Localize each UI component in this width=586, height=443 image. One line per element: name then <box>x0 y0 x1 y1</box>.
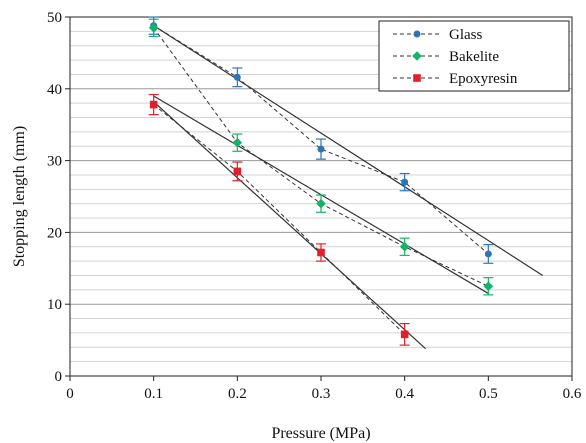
tick-labels: 0 0.1 0.2 0.3 0.4 0.5 0.6 0 10 20 30 40 50 <box>47 10 582 402</box>
data-point-epoxyresin <box>400 330 409 339</box>
data-point-bakelite <box>316 198 326 209</box>
data-point-epoxyresin <box>149 100 158 109</box>
data-point-glass <box>401 178 409 186</box>
legend-label-bakelite: Bakelite <box>449 49 499 65</box>
data-point-glass <box>317 145 325 153</box>
data-point-bakelite <box>399 241 410 252</box>
y-tick-label: 0 <box>55 369 63 385</box>
legend: Glass Bakelite Epoxyresin <box>378 20 570 92</box>
trend-line-glass <box>153 25 544 276</box>
series-line-epoxyresin <box>153 104 406 335</box>
data-point-bakelite <box>148 22 159 33</box>
x-tick-label: 0.3 <box>312 386 331 402</box>
x-tick-label: 0.1 <box>144 386 163 402</box>
trend-line-epoxyresin <box>153 101 426 350</box>
x-tick-label: 0.5 <box>479 386 498 402</box>
data-series <box>148 16 494 346</box>
legend-marker-glass <box>413 30 421 38</box>
data-point-bakelite <box>483 281 494 292</box>
y-tick-label: 40 <box>47 82 62 98</box>
legend-item-bakelite: Bakelite <box>393 49 499 65</box>
data-point-epoxyresin <box>233 167 242 176</box>
series-bakelite <box>148 18 494 296</box>
data-point-glass <box>484 250 492 258</box>
data-point-epoxyresin <box>317 248 325 257</box>
legend-item-glass: Glass <box>393 27 482 43</box>
x-tick-label: 0.4 <box>395 386 414 402</box>
x-axis-title: Pressure (MPa) <box>271 425 370 442</box>
y-axis-title: Stopping length (mm) <box>11 126 28 267</box>
series-line-glass <box>153 25 489 255</box>
data-point-glass <box>233 73 241 81</box>
data-point-bakelite <box>232 137 243 148</box>
legend-label-epoxyresin: Epoxyresin <box>449 71 518 87</box>
x-tick-label: 0.2 <box>228 386 247 402</box>
legend-marker-epoxyresin <box>413 74 421 82</box>
y-tick-label: 50 <box>47 10 62 26</box>
legend-item-epoxyresin: Epoxyresin <box>393 71 518 87</box>
y-tick-label: 30 <box>47 154 62 170</box>
x-tick-label: 0 <box>66 386 74 402</box>
series-epoxyresin <box>148 93 410 346</box>
legend-marker-bakelite <box>412 51 422 61</box>
legend-label-glass: Glass <box>449 27 482 43</box>
y-tick-label: 10 <box>47 297 62 313</box>
x-tick-label: 0.6 <box>563 386 582 402</box>
y-tick-label: 20 <box>47 225 62 241</box>
